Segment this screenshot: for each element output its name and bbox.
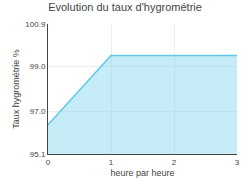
svg-text:heure par heure: heure par heure [110, 168, 174, 178]
svg-text:95.1: 95.1 [30, 150, 46, 159]
svg-text:2: 2 [172, 158, 177, 167]
svg-text:100.9: 100.9 [25, 20, 46, 29]
svg-text:Evolution du taux d'hygrométri: Evolution du taux d'hygrométrie [48, 1, 202, 13]
svg-text:3: 3 [235, 158, 240, 167]
svg-text:0: 0 [46, 158, 51, 167]
svg-text:Taux hygrométrie %: Taux hygrométrie % [11, 49, 21, 129]
svg-text:97.0: 97.0 [30, 107, 46, 116]
svg-text:1: 1 [109, 158, 114, 167]
svg-text:99.0: 99.0 [30, 62, 46, 71]
